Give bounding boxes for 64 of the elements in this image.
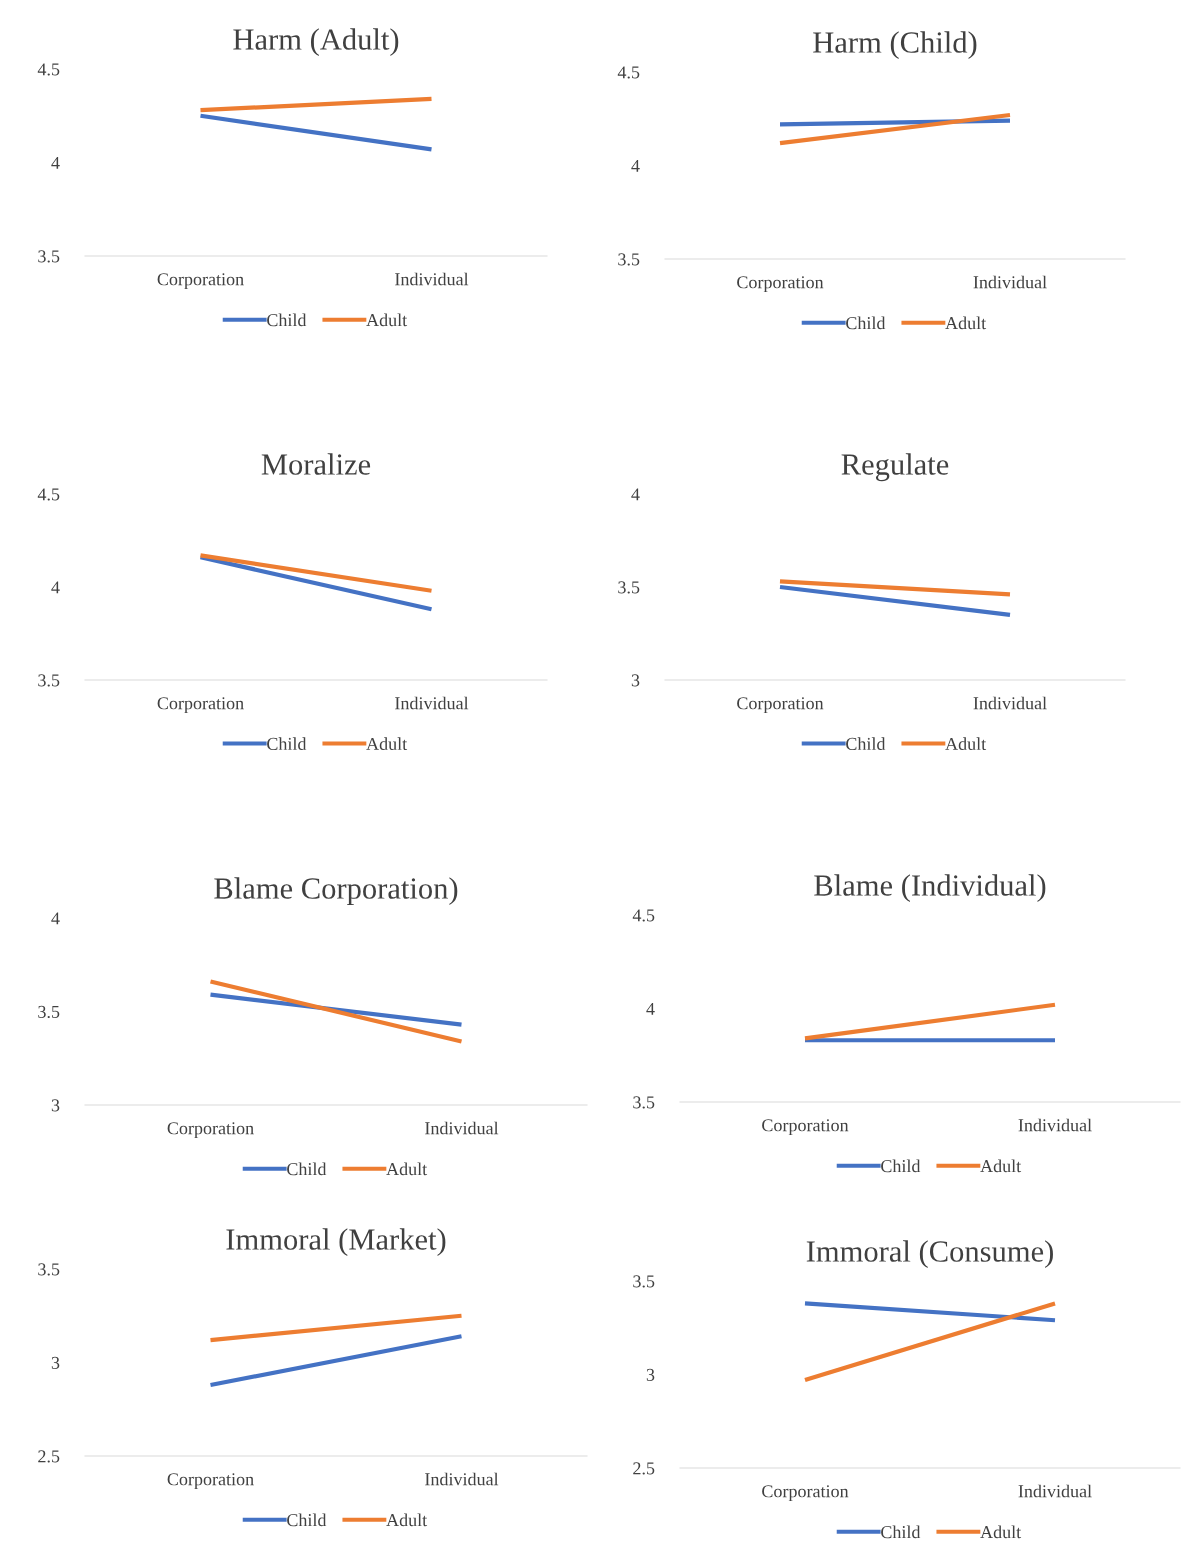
- legend-label: Adult: [945, 737, 987, 750]
- legend-label: Child: [267, 313, 307, 327]
- x-tick-label: Corporation: [157, 697, 244, 714]
- legend-label: Adult: [980, 1525, 1022, 1539]
- y-tick-label: 3.5: [618, 581, 640, 594]
- legend-label: Adult: [366, 737, 408, 750]
- legend-label: Child: [881, 1159, 921, 1173]
- x-tick-label: Individual: [1018, 1118, 1092, 1132]
- x-tick-label: Corporation: [167, 1473, 254, 1490]
- x-tick-label: Corporation: [762, 1119, 849, 1136]
- x-tick-label: Corporation: [762, 1485, 849, 1502]
- x-tick-label: Individual: [395, 696, 469, 710]
- legend-label: Adult: [945, 316, 987, 330]
- chart-title: Immoral (Consume): [806, 1240, 1053, 1269]
- chart-title: Immoral (Market): [226, 1228, 446, 1257]
- y-tick-label: 3.5: [38, 674, 60, 687]
- chart-title: Moralize: [261, 453, 371, 475]
- x-tick-label: Corporation: [167, 1122, 254, 1139]
- y-tick-label: 4: [51, 156, 60, 169]
- chart-title: Blame Corporation): [214, 877, 458, 906]
- y-tick-label: 2.5: [38, 1450, 60, 1463]
- y-tick-label: 4: [51, 581, 60, 594]
- x-tick-label: Individual: [395, 272, 469, 286]
- x-tick-label: Individual: [973, 696, 1047, 710]
- legend-label: Adult: [386, 1513, 428, 1527]
- x-tick-label: Individual: [973, 275, 1047, 289]
- y-tick-label: 3.5: [38, 1005, 60, 1019]
- y-tick-label: 3.5: [633, 1096, 655, 1109]
- y-tick-label: 4: [51, 912, 60, 925]
- y-tick-label: 3: [51, 1356, 60, 1369]
- y-tick-label: 4: [631, 488, 640, 501]
- x-tick-label: Corporation: [737, 697, 824, 714]
- chart-title: Blame (Individual): [814, 874, 1046, 903]
- chart-title: Harm (Child): [813, 31, 977, 60]
- x-tick-label: Corporation: [737, 276, 824, 293]
- legend-label: Adult: [980, 1159, 1022, 1173]
- x-tick-label: Corporation: [157, 273, 244, 290]
- x-tick-label: Individual: [1018, 1484, 1092, 1498]
- legend-label: Child: [287, 1162, 327, 1176]
- legend-label: Adult: [386, 1162, 428, 1176]
- legend-label: Adult: [366, 313, 408, 327]
- y-tick-label: 3.5: [618, 253, 640, 266]
- y-tick-label: 4: [646, 1002, 655, 1015]
- y-tick-label: 2.5: [633, 1462, 655, 1475]
- legend-label: Child: [846, 737, 886, 750]
- y-tick-label: 3: [646, 1368, 655, 1381]
- legend-label: Child: [881, 1525, 921, 1539]
- y-tick-label: 3.5: [38, 1263, 60, 1276]
- y-tick-label: 3.5: [633, 1275, 655, 1288]
- chart-title: Harm (Adult): [233, 28, 399, 57]
- y-tick-label: 4.5: [37, 488, 60, 501]
- y-tick-label: 4.5: [617, 66, 640, 79]
- chart-title: Regulate: [841, 453, 949, 482]
- y-tick-label: 3.5: [38, 250, 60, 263]
- y-tick-label: 4.5: [37, 63, 60, 76]
- legend-label: Child: [267, 737, 307, 750]
- x-tick-label: Individual: [425, 1121, 499, 1135]
- legend-label: Child: [287, 1513, 327, 1527]
- y-tick-label: 4: [631, 159, 640, 172]
- x-tick-label: Individual: [425, 1472, 499, 1486]
- y-tick-label: 4.5: [632, 909, 655, 922]
- legend-label: Child: [846, 316, 886, 330]
- y-tick-label: 3: [51, 1099, 60, 1112]
- y-tick-label: 3: [631, 674, 640, 687]
